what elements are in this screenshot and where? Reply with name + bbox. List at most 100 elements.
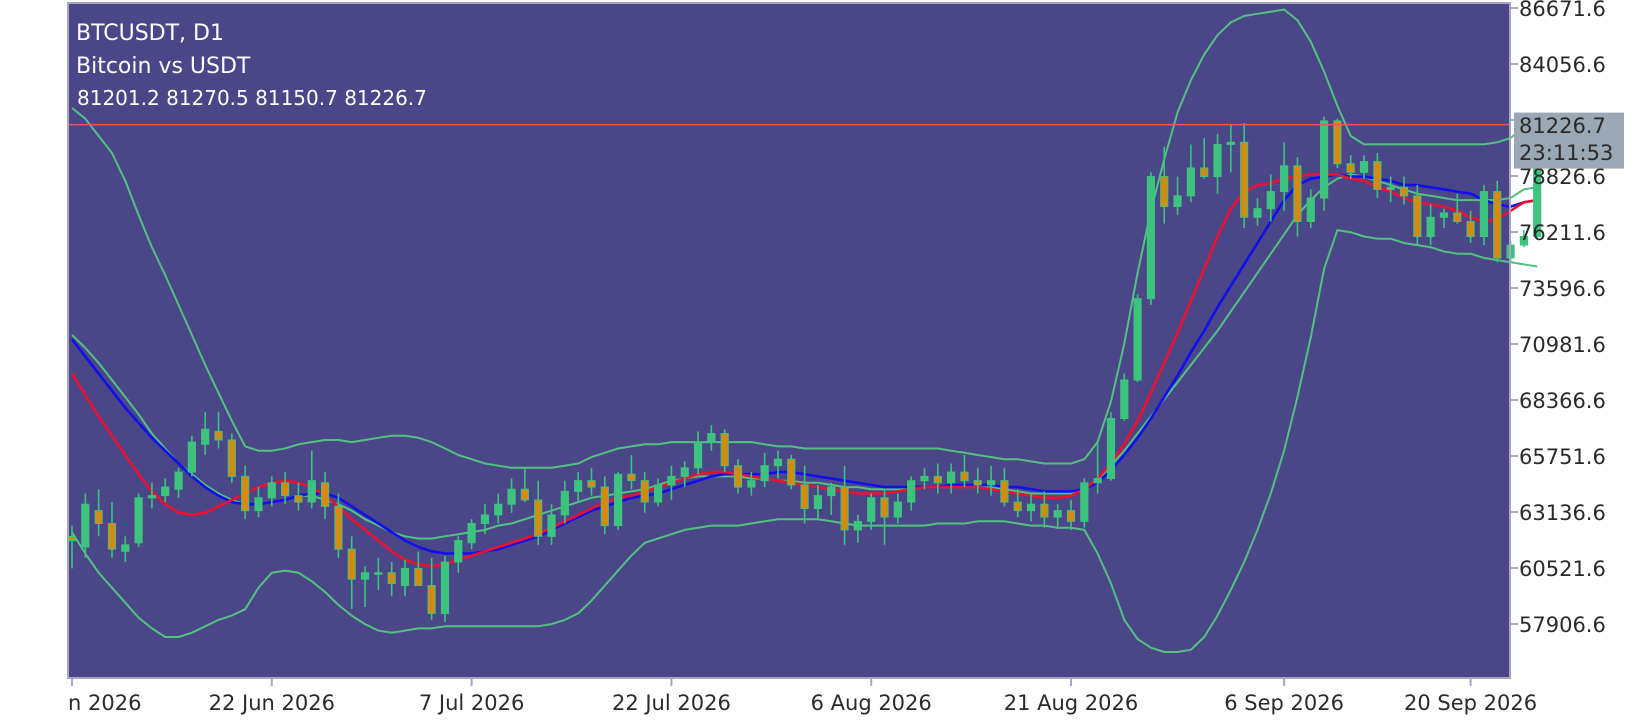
candle[interactable] — [1013, 489, 1022, 518]
candle[interactable] — [107, 502, 117, 558]
candle[interactable] — [653, 478, 663, 507]
candle[interactable] — [1479, 185, 1489, 246]
candle[interactable] — [320, 472, 330, 520]
candle[interactable] — [294, 482, 303, 511]
candle[interactable] — [880, 489, 889, 545]
candle[interactable] — [254, 487, 263, 518]
candle[interactable] — [800, 465, 809, 524]
candle[interactable] — [1213, 133, 1222, 194]
candle[interactable] — [707, 424, 716, 451]
candle[interactable] — [1426, 204, 1435, 246]
candle[interactable] — [1133, 294, 1142, 383]
candle[interactable] — [827, 482, 836, 515]
candle[interactable] — [81, 493, 90, 558]
candle[interactable] — [147, 482, 157, 509]
candle[interactable] — [627, 454, 636, 490]
candle[interactable] — [360, 566, 370, 608]
candle[interactable] — [893, 493, 902, 524]
candle[interactable] — [1040, 491, 1049, 528]
candle[interactable] — [241, 465, 250, 520]
x-axis[interactable]: n 2026 22 Jun 2026 7 Jul 2026 22 Jul 2026 6 … — [68, 678, 1537, 715]
candle[interactable] — [1306, 189, 1315, 228]
candle[interactable] — [1080, 478, 1089, 528]
candle[interactable] — [1026, 493, 1036, 522]
candle[interactable] — [787, 454, 796, 490]
candle[interactable] — [574, 472, 583, 503]
candle[interactable] — [400, 559, 410, 597]
more-dots-icon[interactable] — [1558, 644, 1602, 652]
plot-area[interactable] — [68, 3, 1510, 678]
candle[interactable] — [1053, 504, 1062, 528]
candle[interactable] — [1106, 412, 1116, 481]
candle[interactable] — [773, 450, 783, 479]
candle[interactable] — [440, 555, 450, 622]
y-axis[interactable]: 86671.6 84056.6 78826.6 76211.6 73596.6 70981… — [1510, 0, 1606, 637]
candle[interactable] — [720, 429, 729, 473]
candle[interactable] — [1093, 442, 1102, 494]
candle[interactable] — [853, 514, 862, 543]
candle[interactable] — [187, 435, 196, 477]
candle[interactable] — [480, 504, 490, 535]
candle[interactable] — [281, 472, 290, 505]
candle[interactable] — [640, 472, 649, 513]
candle[interactable] — [520, 467, 529, 503]
candle[interactable] — [214, 412, 223, 449]
candle[interactable] — [1466, 210, 1475, 243]
candle[interactable] — [427, 557, 436, 620]
candle[interactable] — [587, 467, 596, 496]
candle[interactable] — [507, 478, 516, 513]
candle[interactable] — [121, 536, 130, 563]
candle[interactable] — [1413, 185, 1422, 246]
candle[interactable] — [467, 519, 476, 550]
candle[interactable] — [454, 536, 463, 573]
candle[interactable] — [947, 463, 956, 494]
candle[interactable] — [747, 472, 756, 496]
candle[interactable] — [667, 465, 676, 500]
candle[interactable] — [840, 465, 849, 545]
candle[interactable] — [1293, 157, 1302, 237]
candle[interactable] — [201, 412, 210, 455]
candle[interactable] — [1359, 155, 1369, 179]
candle[interactable] — [1173, 176, 1182, 216]
candle[interactable] — [1453, 193, 1462, 224]
candle[interactable] — [1186, 144, 1195, 203]
candle[interactable] — [307, 450, 316, 509]
candle[interactable] — [1160, 146, 1169, 224]
candle[interactable] — [733, 459, 743, 494]
candle[interactable] — [1200, 138, 1209, 179]
candle[interactable] — [347, 536, 356, 610]
candle[interactable] — [1146, 172, 1156, 306]
candle[interactable] — [986, 465, 996, 496]
candle[interactable] — [1253, 197, 1262, 226]
candle[interactable] — [1120, 373, 1129, 421]
candle[interactable] — [867, 493, 876, 530]
candle[interactable] — [1280, 142, 1289, 211]
candle[interactable] — [1399, 176, 1409, 205]
candle[interactable] — [1439, 208, 1449, 228]
candle[interactable] — [174, 467, 183, 498]
candle[interactable] — [1066, 499, 1076, 530]
candle[interactable] — [547, 504, 556, 545]
candle[interactable] — [161, 478, 170, 503]
candle[interactable] — [494, 493, 503, 524]
candle[interactable] — [907, 476, 916, 511]
candle[interactable] — [920, 467, 929, 490]
candle[interactable] — [933, 463, 942, 494]
candle[interactable] — [1373, 153, 1382, 198]
candle[interactable] — [94, 489, 103, 537]
candle[interactable] — [680, 461, 689, 488]
candle[interactable] — [600, 476, 609, 535]
candle[interactable] — [1333, 118, 1342, 169]
candle[interactable] — [1240, 123, 1249, 228]
candle[interactable] — [334, 493, 343, 558]
candle[interactable] — [227, 433, 236, 483]
candle[interactable] — [387, 562, 396, 597]
candle[interactable] — [560, 480, 569, 524]
candle[interactable] — [1000, 467, 1009, 507]
candle[interactable] — [693, 431, 703, 475]
candle[interactable] — [1519, 230, 1528, 248]
candle[interactable] — [267, 476, 276, 507]
candle[interactable] — [1266, 174, 1275, 222]
candle[interactable] — [760, 452, 769, 488]
